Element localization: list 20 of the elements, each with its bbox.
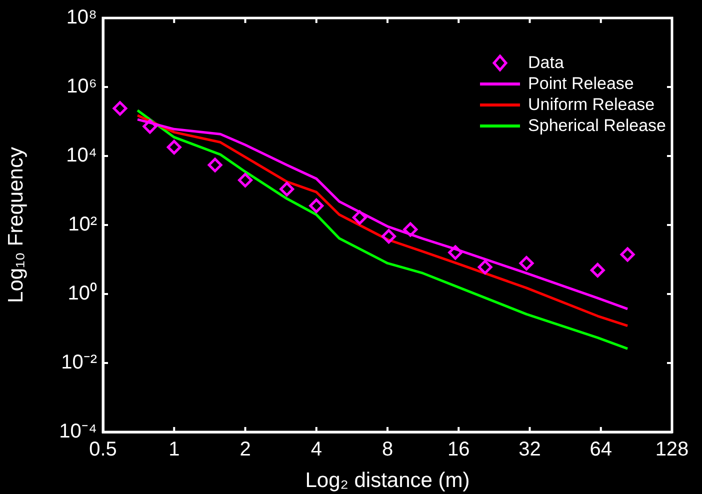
y-tick-label: 10⁻² bbox=[61, 352, 98, 374]
x-tick-label: 1 bbox=[168, 438, 180, 461]
legend-label: Uniform Release bbox=[528, 94, 655, 115]
legend-label: Data bbox=[528, 52, 564, 73]
x-tick-label: 8 bbox=[382, 438, 394, 461]
y-tick-label: 10⁸ bbox=[66, 6, 97, 29]
x-axis-title: Log₂ distance (m) bbox=[305, 469, 470, 492]
x-tick-label: 2 bbox=[240, 438, 251, 461]
legend-label: Point Release bbox=[528, 73, 634, 94]
y-tick-label: 10⁴ bbox=[66, 144, 97, 167]
y-tick-label: 10² bbox=[68, 214, 98, 236]
x-tick-label: 32 bbox=[518, 438, 541, 461]
x-tick-label: 4 bbox=[310, 438, 322, 461]
legend-label: Spherical Release bbox=[528, 115, 666, 136]
y-tick-label: 10⁶ bbox=[66, 76, 97, 98]
x-tick-label: 128 bbox=[655, 438, 689, 461]
x-tick-label: 16 bbox=[448, 438, 470, 461]
y-tick-label: 10⁰ bbox=[68, 282, 97, 305]
x-tick-label: 64 bbox=[590, 438, 612, 461]
y-axis-title: Log₁₀ Frequency bbox=[4, 146, 28, 303]
